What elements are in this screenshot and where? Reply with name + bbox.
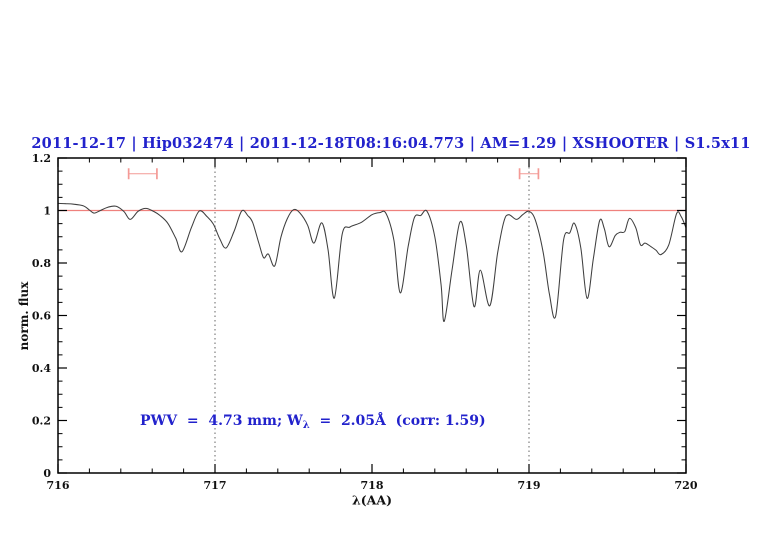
annotation-suffix: = 2.05Å (corr: 1.59): [309, 413, 486, 429]
x-tick-label: 718: [361, 479, 384, 492]
y-tick-label: 0.6: [32, 309, 51, 322]
y-axis-title: norm. flux: [17, 281, 31, 351]
pwv-annotation: PWV = 4.73 mm; Wλ = 2.05Å (corr: 1.59): [140, 413, 486, 431]
x-tick-label: 716: [47, 479, 70, 492]
spectrum-line: [57, 202, 687, 322]
y-tick-label: 1.2: [32, 152, 51, 165]
x-axis-title: λ(AA): [352, 492, 392, 508]
y-tick-label: 1: [43, 204, 51, 217]
annotation-lambda-subscript: λ: [302, 420, 310, 431]
y-tick-label: 0.4: [32, 362, 51, 375]
annotation-prefix: PWV = 4.73 mm; W: [140, 413, 303, 429]
y-tick-label: 0: [43, 467, 51, 480]
x-tick-label: 719: [518, 479, 541, 492]
plot-title: 2011-12-17 | Hip032474 | 2011-12-18T08:1…: [31, 135, 751, 152]
y-tick-label: 0.8: [32, 257, 51, 270]
y-tick-label: 0.2: [32, 414, 51, 427]
x-tick-label: 717: [204, 479, 227, 492]
x-tick-label: 720: [675, 479, 698, 492]
